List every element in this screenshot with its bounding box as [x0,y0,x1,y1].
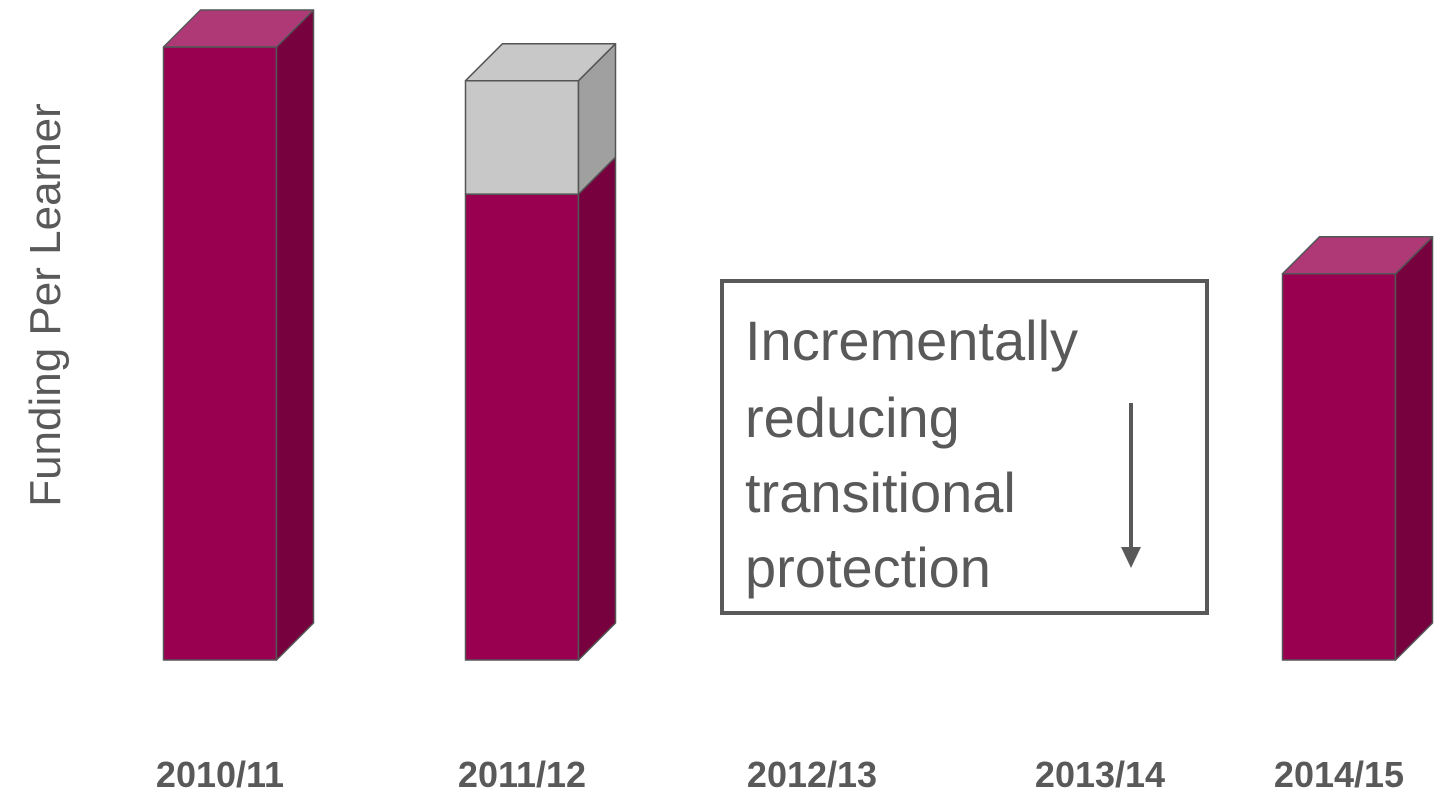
bar-2010/11-series-0-top [162,9,315,48]
x-tick-label-1: 2011/12 [458,754,586,794]
annotation-line-1: Incrementally [745,309,1078,372]
y-axis-label: Funding Per Learner [21,103,70,507]
bar-2010/11-series-0-front [162,46,278,661]
annotation-line-2: reducing [745,386,960,449]
bar-2011/12-series-0-side [577,156,617,661]
bar-2011/12-series-1-top [464,42,617,82]
annotation-line-3: transitional [745,461,1016,524]
annotation-frame [720,279,1209,615]
down-arrow-icon [1121,547,1141,568]
annotation-line-4: protection [745,536,991,599]
x-tick-label-2: 2012/13 [747,754,877,794]
bar-2014/15-series-0-top [1281,236,1434,275]
annotation-box: Incrementally reducing transitional prot… [720,279,1209,615]
bar-2010/11-series-0-side [275,9,315,661]
x-tick-label-3: 2013/14 [1035,754,1165,794]
bar-2011/12-series-0-front [464,193,580,661]
x-tick-label-0: 2010/11 [156,754,284,794]
bar-2014/15-series-0-side [1394,236,1434,661]
bar-2014/15-series-0-front [1281,273,1397,661]
x-tick-labels: 2010/11 2011/12 2012/13 2013/14 2014/15 [156,754,1404,794]
bars-group [162,9,1434,661]
bar-2011/12-series-1-front [464,79,580,195]
x-tick-label-4: 2014/15 [1274,754,1404,794]
